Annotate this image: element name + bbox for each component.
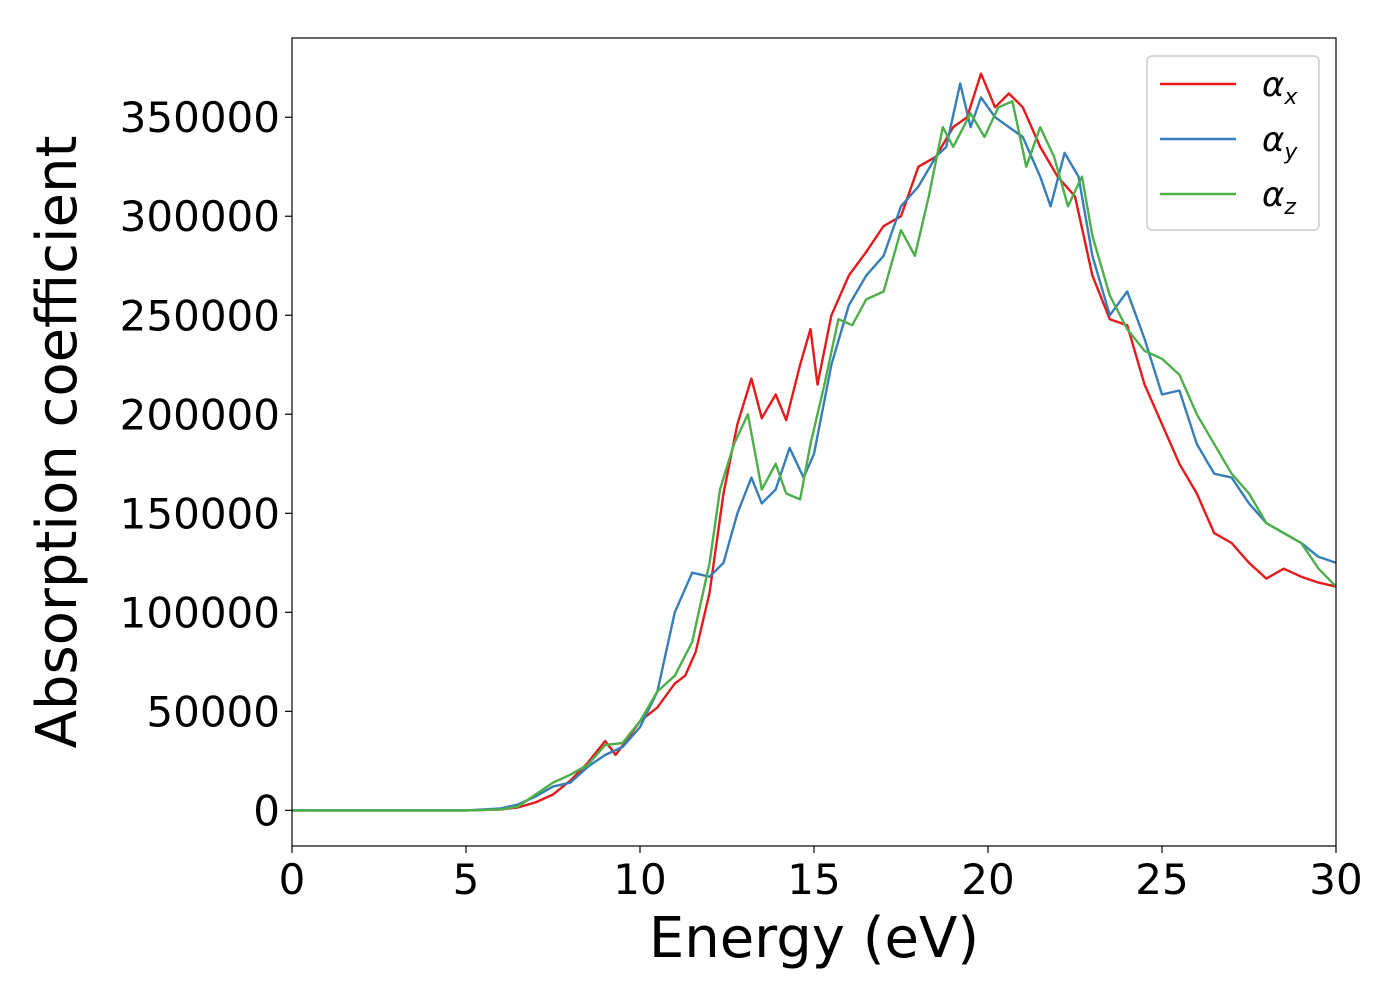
y-tick-label: 250000 xyxy=(120,291,280,340)
legend-label-x: αx xyxy=(1262,65,1298,110)
y-ticks: 0 50000 100000 150000 200000 250000 300000 3500… xyxy=(120,93,292,835)
y-axis-label: Absorption coefficient xyxy=(25,136,90,749)
series-line-y xyxy=(292,82,1337,812)
legend-box xyxy=(1146,55,1320,231)
legend-label-y: αy xyxy=(1262,120,1298,165)
legend-label-z: αz xyxy=(1262,175,1296,220)
x-tick-label: 5 xyxy=(453,855,480,904)
y-tick-label: 200000 xyxy=(120,390,280,439)
x-tick-label: 25 xyxy=(1135,855,1188,904)
x-tick-label: 10 xyxy=(613,855,666,904)
legend: αx αy αz xyxy=(1146,55,1320,231)
x-tick-label: 0 xyxy=(279,855,306,904)
plot-lines xyxy=(292,72,1337,812)
series-line-x xyxy=(292,72,1337,812)
x-tick-label: 30 xyxy=(1309,855,1362,904)
y-tick-label: 100000 xyxy=(120,588,280,637)
x-ticks: 0 5 10 15 20 25 30 xyxy=(279,846,1363,904)
x-axis-label: Energy (eV) xyxy=(649,906,979,971)
y-tick-label: 150000 xyxy=(120,489,280,538)
series-line-z xyxy=(292,100,1337,812)
x-tick-label: 20 xyxy=(961,855,1014,904)
x-tick-label: 15 xyxy=(787,855,840,904)
y-tick-label: 50000 xyxy=(146,687,280,736)
y-tick-label: 300000 xyxy=(120,192,280,241)
y-tick-label: 0 xyxy=(253,786,280,835)
y-tick-label: 350000 xyxy=(120,93,280,142)
